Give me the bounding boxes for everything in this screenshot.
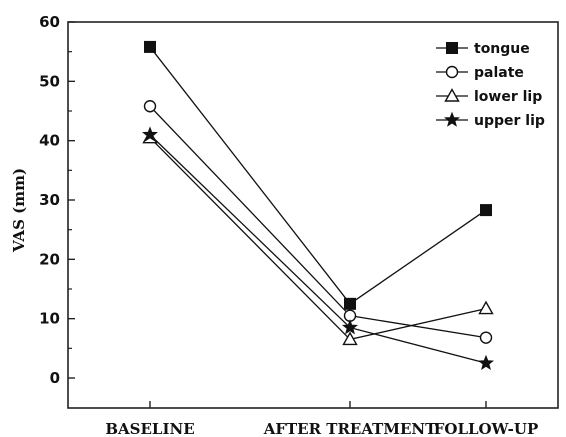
data-point <box>142 126 158 142</box>
series-tongue <box>149 46 487 305</box>
data-point <box>480 204 492 217</box>
x-tick-label: FOLLOW-UP <box>434 420 539 437</box>
legend-marker <box>445 65 459 79</box>
legend-label: tongue <box>474 41 530 57</box>
data-point <box>144 40 156 53</box>
legend-marker <box>444 111 460 127</box>
legend-marker <box>446 42 458 54</box>
series-lower-lip <box>149 137 487 341</box>
series-line <box>149 137 487 341</box>
x-tick-label: BASELINE <box>105 420 194 437</box>
series-line <box>149 105 487 339</box>
legend-label: lower lip <box>474 89 542 105</box>
data-point <box>479 331 493 344</box>
y-axis-title: VAS (mm) <box>10 168 28 253</box>
markers-palate <box>143 100 493 344</box>
legend-label: palate <box>474 65 524 81</box>
y-tick-label: 30 <box>39 191 60 209</box>
legend-marker <box>444 88 460 102</box>
y-tick-label: 10 <box>39 310 60 328</box>
series-line <box>149 46 487 305</box>
data-point <box>342 319 358 335</box>
legend-item: tongue <box>436 41 530 57</box>
legend-label: upper lip <box>474 113 545 129</box>
data-point <box>478 300 494 315</box>
y-tick-label: 0 <box>50 369 60 387</box>
y-axis: 0 10 20 30 40 50 60 <box>39 13 75 387</box>
legend-item: palate <box>436 65 524 81</box>
y-tick-label: 60 <box>39 13 60 31</box>
series-layer <box>142 40 494 370</box>
x-tick-label: AFTER TREATMENT <box>263 420 437 437</box>
markers-lower-lip <box>142 129 494 346</box>
data-point <box>342 331 358 346</box>
markers-tongue <box>144 40 492 310</box>
markers-upper-lip <box>142 126 494 370</box>
y-tick-label: 20 <box>39 250 60 268</box>
legend-item: lower lip <box>436 88 542 105</box>
legend-item: upper lip <box>436 111 545 129</box>
data-point <box>143 100 157 113</box>
y-tick-label: 40 <box>39 132 60 150</box>
series-palate <box>149 105 487 339</box>
y-tick-label: 50 <box>39 72 60 90</box>
data-point <box>344 297 356 310</box>
plot-frame <box>67 21 559 409</box>
data-point <box>478 354 494 370</box>
legend: tongue palate lower lip upper lip <box>436 41 545 129</box>
